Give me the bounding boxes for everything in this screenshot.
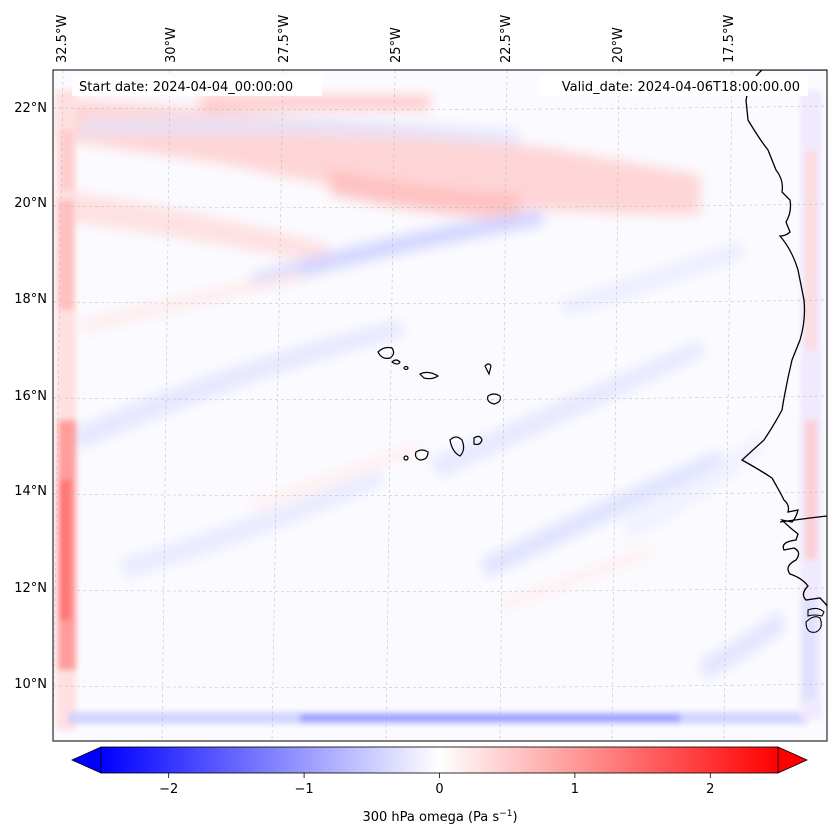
longitude-labels: 32.5°W 30°W 27.5°W 25°W 22.5°W 20°W 17.5°W: [55, 15, 737, 63]
island-sal: [484, 363, 492, 376]
coast-island: [807, 607, 825, 617]
omega-field: [53, 70, 827, 741]
lat-label: 18°N: [14, 292, 47, 307]
lon-label: 27.5°W: [277, 15, 292, 63]
start-date-label: Start date: 2024-04-04_00:00:00: [79, 80, 293, 95]
start-date-box: [72, 76, 322, 96]
latitude-labels: 22°N 20°N 18°N 16°N 14°N 12°N 10°N: [14, 101, 47, 692]
lon-label: 22.5°W: [499, 15, 514, 63]
coast-island: [805, 616, 822, 633]
island-maio: [473, 435, 483, 446]
island-boa-vista: [487, 393, 501, 405]
lat-label: 10°N: [14, 677, 47, 692]
colorbar-min-extend: [71, 746, 102, 774]
lon-label: 17.5°W: [722, 15, 737, 63]
valid-date-box: [540, 76, 808, 96]
colorbar-tick-label: −1: [295, 782, 314, 797]
colorbar-tick-label: 1: [571, 782, 579, 797]
map-frame: [52, 69, 828, 742]
colorbar-label: 300 hPa omega (Pa s−1): [362, 809, 517, 825]
coastline: [740, 70, 827, 607]
colorbar-tick-label: 2: [706, 782, 714, 797]
lon-label: 30°W: [164, 27, 179, 63]
coastline-gambia: [779, 515, 827, 523]
colorbar: −2 −1 0 1 2 300 hPa omega (Pa s−1): [71, 746, 808, 825]
lon-label: 25°W: [389, 27, 404, 63]
lat-label: 16°N: [14, 389, 47, 404]
island-sao-nicolau: [418, 371, 440, 380]
lat-label: 12°N: [14, 581, 47, 596]
colorbar-max-extend: [777, 746, 808, 774]
lat-label: 22°N: [14, 101, 47, 116]
colorbar-ticks: −2 −1 0 1 2: [159, 773, 714, 797]
island-santa-luzia: [403, 365, 409, 371]
lon-label: 32.5°W: [55, 15, 70, 63]
valid-date-label: Valid_date: 2024-04-06T18:00:00.00: [562, 80, 800, 95]
lat-label: 20°N: [14, 196, 47, 211]
lon-label: 20°W: [611, 27, 626, 63]
island-brava: [403, 455, 409, 461]
cape-verde-islands: [377, 346, 501, 461]
graticule: [53, 70, 827, 741]
island-santo-antao: [377, 346, 395, 359]
colorbar-gradient: [100, 746, 779, 774]
island-fogo: [414, 449, 429, 461]
island-santiago: [449, 436, 465, 457]
lat-label: 14°N: [14, 484, 47, 499]
colorbar-tick-label: 0: [435, 782, 443, 797]
colorbar-tick-label: −2: [159, 782, 178, 797]
island-sao-vicente: [391, 359, 401, 365]
